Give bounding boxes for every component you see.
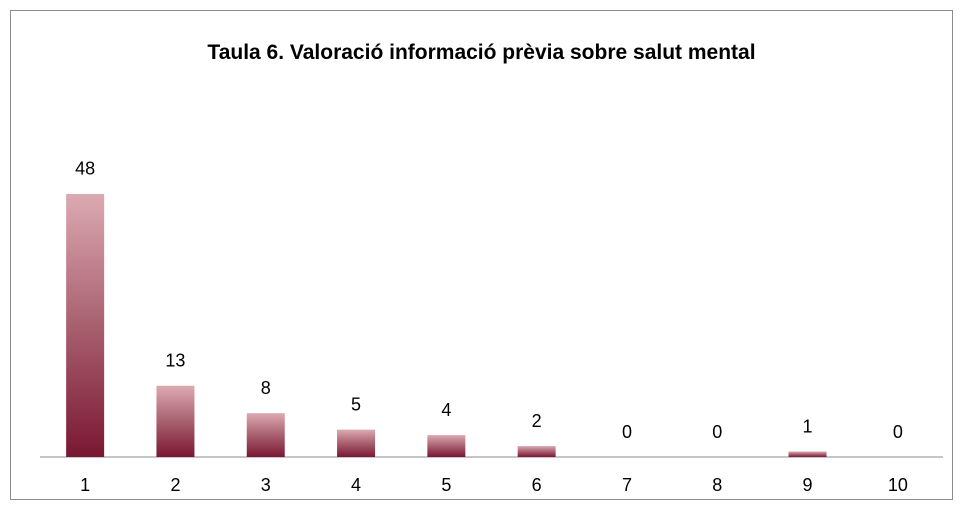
x-tick-label: 2 bbox=[170, 475, 180, 495]
data-label: 0 bbox=[622, 422, 632, 442]
x-tick-label: 1 bbox=[80, 475, 90, 495]
data-label: 4 bbox=[441, 400, 451, 420]
data-label: 1 bbox=[803, 416, 813, 436]
data-label: 0 bbox=[893, 422, 903, 442]
data-label: 5 bbox=[351, 394, 361, 414]
bar bbox=[337, 429, 376, 457]
chart-frame bbox=[10, 10, 953, 500]
data-label: 2 bbox=[532, 411, 542, 431]
x-tick-label: 5 bbox=[441, 475, 451, 495]
data-label: 48 bbox=[75, 159, 95, 179]
x-tick-label: 3 bbox=[261, 475, 271, 495]
x-tick-label: 7 bbox=[622, 475, 632, 495]
bar bbox=[788, 451, 827, 457]
bar bbox=[66, 193, 105, 457]
data-label: 13 bbox=[165, 351, 185, 371]
bar bbox=[517, 446, 556, 457]
x-tick-label: 9 bbox=[803, 475, 813, 495]
data-label: 0 bbox=[712, 422, 722, 442]
x-tick-label: 8 bbox=[712, 475, 722, 495]
bar bbox=[156, 385, 195, 457]
x-tick-label: 4 bbox=[351, 475, 361, 495]
x-tick-label: 6 bbox=[532, 475, 542, 495]
bar bbox=[246, 413, 285, 457]
chart-title: Taula 6. Valoració informació prèvia sob… bbox=[207, 41, 756, 64]
bar bbox=[427, 435, 466, 457]
data-label: 8 bbox=[261, 378, 271, 398]
x-tick-label: 10 bbox=[888, 475, 908, 495]
